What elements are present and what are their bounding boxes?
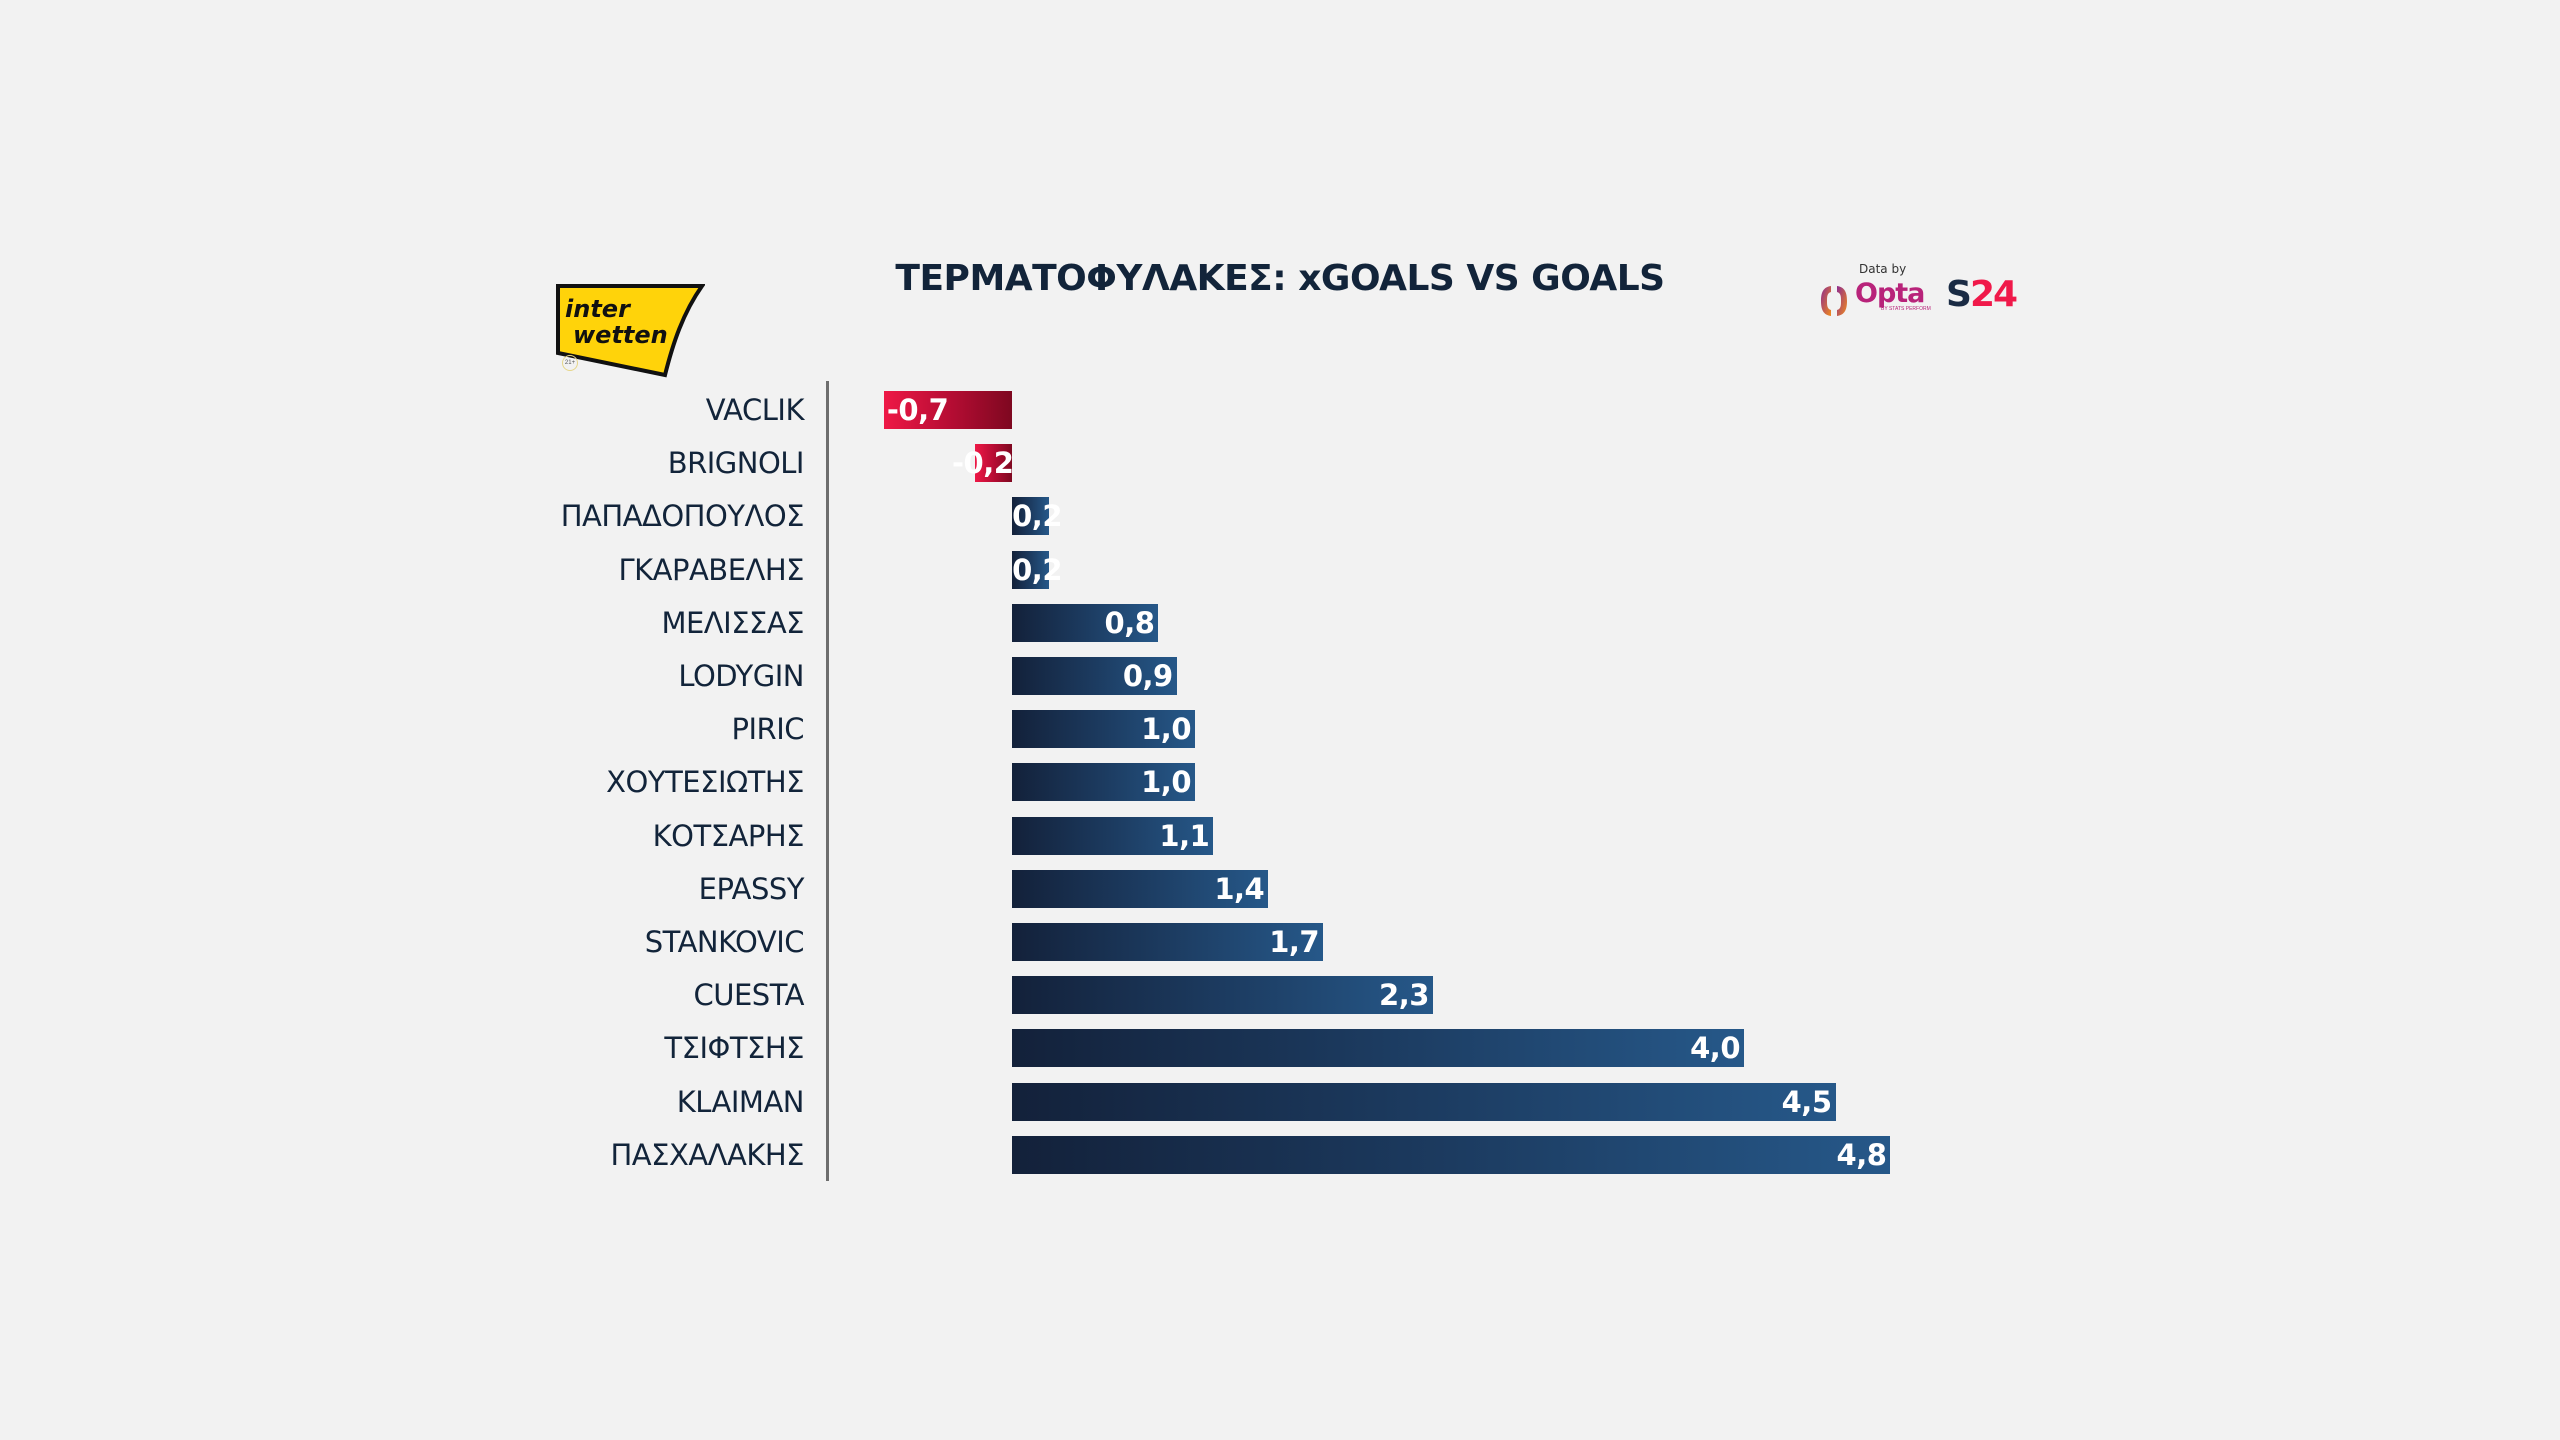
bar bbox=[1012, 710, 1195, 749]
data-label: 0,2 bbox=[1012, 499, 1062, 534]
category-label: PIRIC bbox=[731, 712, 805, 747]
data-label: 1,4 bbox=[1214, 871, 1265, 906]
data-label: 1,1 bbox=[1159, 818, 1210, 853]
title-rest: xGOALS VS GOALS bbox=[1286, 258, 1665, 299]
data-label: 0,8 bbox=[1104, 605, 1155, 640]
s24-s: S bbox=[1946, 274, 1972, 315]
data-label: 4,0 bbox=[1690, 1031, 1740, 1066]
category-label: EPASSY bbox=[698, 871, 805, 906]
data-label: 4,5 bbox=[1781, 1084, 1832, 1119]
title-bold: ΤΕΡΜΑΤΟΦΥΛΑΚΕΣ: bbox=[895, 258, 1287, 299]
bar bbox=[1012, 1135, 1891, 1174]
age-badge: 21+ bbox=[562, 355, 578, 371]
category-label: ΠΑΣΧΑΛΑΚΗΣ bbox=[610, 1137, 805, 1172]
category-label: BRIGNOLI bbox=[667, 446, 805, 481]
opta-subtitle: BY STATS PERFORM bbox=[1881, 306, 1931, 312]
category-label: CUESTA bbox=[693, 978, 804, 1013]
data-by-label: Data by bbox=[1859, 262, 1907, 276]
category-label: ΠΑΠΑΔΟΠΟΥΛΟΣ bbox=[560, 499, 805, 534]
s24-logo: S24 bbox=[1946, 274, 2018, 315]
bar bbox=[883, 391, 1012, 429]
data-label: -0,2 bbox=[952, 446, 1014, 481]
logo-text-inter: inter bbox=[565, 295, 632, 323]
bar bbox=[975, 444, 1012, 483]
bar bbox=[1012, 763, 1195, 802]
bar bbox=[1012, 816, 1214, 855]
bar bbox=[1012, 497, 1049, 536]
category-label: LODYGIN bbox=[678, 659, 804, 693]
bar bbox=[1012, 1082, 1836, 1121]
data-label: -0,7 bbox=[886, 393, 949, 427]
y-axis-line bbox=[826, 381, 829, 1181]
bar bbox=[1012, 603, 1159, 642]
data-label: 1,0 bbox=[1141, 765, 1191, 800]
page-title: ΤΕΡΜΑΤΟΦΥΛΑΚΕΣ: xGOALS VS GOALS bbox=[0, 258, 2560, 299]
bar bbox=[1012, 657, 1177, 695]
bar bbox=[1012, 550, 1049, 589]
data-label: 1,7 bbox=[1269, 925, 1320, 959]
category-label: ΚΟΤΣΑΡΗΣ bbox=[652, 818, 805, 853]
opta-wordmark: Opta bbox=[1855, 278, 1925, 309]
interwetten-logo: inter wetten bbox=[555, 283, 705, 378]
data-label: 0,2 bbox=[1012, 552, 1062, 587]
data-label: 2,3 bbox=[1379, 978, 1429, 1013]
category-label: ΤΣΙΦΤΣΗΣ bbox=[664, 1031, 804, 1066]
logo-text-wetten: wetten bbox=[573, 321, 668, 349]
data-label: 4,8 bbox=[1836, 1137, 1887, 1172]
category-label: ΓΚΑΡΑΒΕΛΗΣ bbox=[618, 552, 804, 587]
bar bbox=[1012, 869, 1269, 908]
data-label: 1,0 bbox=[1141, 712, 1191, 747]
opta-logo: Data by Opta BY STATS PERFORM bbox=[1815, 260, 1935, 316]
opta-icon bbox=[1821, 286, 1847, 316]
bar bbox=[1012, 1029, 1744, 1068]
bar bbox=[1012, 923, 1324, 961]
category-label: KLAIMAN bbox=[676, 1084, 805, 1119]
category-label: ΧΟΥΤΕΣΙΩΤΗΣ bbox=[606, 765, 804, 800]
category-label: STANKOVIC bbox=[644, 925, 805, 959]
category-label: ΜΕΛΙΣΣΑΣ bbox=[661, 605, 804, 640]
s24-number: 24 bbox=[1969, 274, 2018, 315]
bar bbox=[1012, 976, 1433, 1015]
category-label: VACLIK bbox=[705, 393, 805, 427]
data-label: 0,9 bbox=[1122, 659, 1173, 693]
